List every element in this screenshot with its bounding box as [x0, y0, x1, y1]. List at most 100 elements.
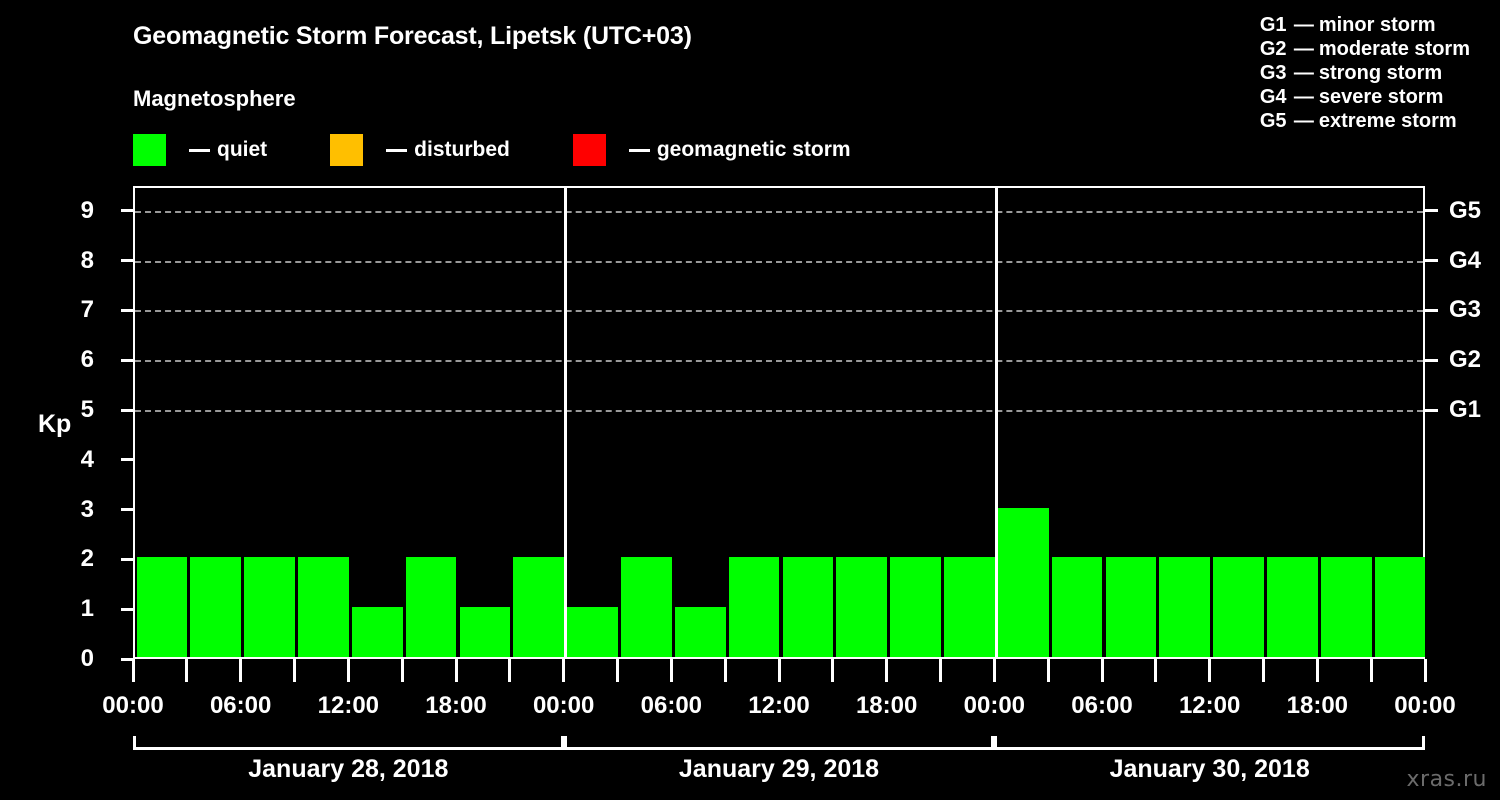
- y-tick-label-4: 4: [80, 445, 94, 473]
- bar[interactable]: [244, 557, 295, 657]
- day-date-label: January 29, 2018: [678, 755, 880, 783]
- legend-dash-icon: [386, 148, 408, 152]
- day-date-label: January 30, 2018: [1109, 755, 1310, 783]
- legend-label-geomagnetic-storm: geomagnetic storm: [656, 138, 851, 161]
- bar[interactable]: [351, 607, 403, 657]
- x-tick-mark: [723, 659, 727, 682]
- bar[interactable]: [459, 607, 511, 657]
- x-tick-mark: [346, 659, 350, 682]
- x-tick-mark: [1100, 659, 1104, 682]
- y-tick-mark-3: [121, 508, 133, 512]
- bar[interactable]: [190, 557, 242, 657]
- y-tick-label-5: 5: [80, 396, 94, 424]
- x-tick-mark: [1262, 659, 1265, 682]
- y-tick-label-0: 0: [80, 645, 94, 672]
- x-tick-mark: [400, 659, 404, 682]
- gridline-kp-8: [135, 260, 1423, 263]
- g-tick-mark-g3: [1425, 308, 1438, 312]
- bar[interactable]: [405, 557, 457, 657]
- bar[interactable]: [513, 557, 565, 657]
- bar[interactable]: [728, 557, 780, 657]
- gscale-description: minor storm: [1318, 14, 1436, 36]
- x-tick-mark: [831, 659, 835, 682]
- bar[interactable]: [1051, 557, 1103, 657]
- x-tick-label: 06:00: [640, 692, 703, 719]
- y-tick-mark-9: [121, 209, 133, 213]
- bar[interactable]: [1213, 557, 1264, 657]
- x-tick-mark: [293, 659, 296, 682]
- day-separator: [994, 186, 998, 657]
- gscale-code: G2: [1259, 38, 1287, 60]
- bar[interactable]: [1267, 557, 1318, 657]
- bar[interactable]: [567, 607, 618, 657]
- day-bracket: [994, 736, 1425, 750]
- gscale-line-g4: G4 — severe storm: [1260, 85, 1470, 109]
- x-tick-mark: [1369, 659, 1373, 682]
- y-tick-mark-5: [121, 408, 133, 412]
- gridline-kp-9: [135, 210, 1423, 213]
- bar[interactable]: [621, 557, 672, 657]
- x-tick-label: 12:00: [1178, 692, 1241, 719]
- legend-dash-icon: [189, 148, 210, 152]
- bar[interactable]: [674, 607, 726, 657]
- gscale-separator: —: [1293, 38, 1314, 60]
- day-bracket: [563, 736, 995, 750]
- g-tick-mark-g1: [1425, 408, 1438, 412]
- bar[interactable]: [836, 557, 888, 657]
- x-tick-label: 18:00: [855, 692, 918, 719]
- x-tick-label: 00:00: [963, 692, 1026, 719]
- bar[interactable]: [1105, 557, 1157, 657]
- bar[interactable]: [136, 557, 188, 657]
- bar[interactable]: [997, 507, 1049, 657]
- x-tick-label: 18:00: [1286, 692, 1349, 719]
- plot-area: [133, 186, 1426, 659]
- x-tick-mark: [777, 659, 781, 682]
- x-tick-mark: [1046, 659, 1050, 682]
- y-tick-mark-8: [121, 259, 133, 263]
- gscale-description: moderate storm: [1318, 38, 1470, 60]
- gscale-code: G1: [1259, 14, 1287, 36]
- x-tick-label: 18:00: [425, 692, 487, 719]
- gscale-separator: —: [1293, 62, 1314, 84]
- y-tick-label-3: 3: [80, 495, 94, 523]
- x-tick-mark: [508, 659, 512, 682]
- y-tick-mark-1: [121, 607, 133, 611]
- gscale-separator: —: [1293, 86, 1314, 108]
- page-title: Geomagnetic Storm Forecast, Lipetsk (UTC…: [133, 22, 692, 50]
- bar[interactable]: [298, 557, 349, 657]
- x-tick-mark: [239, 659, 243, 682]
- gscale-legend: G1— minor storm G2— moderate storm G3— strong…: [1260, 13, 1470, 133]
- day-bracket: [133, 736, 564, 750]
- y-tick-label-8: 8: [80, 246, 94, 274]
- bar[interactable]: [1320, 557, 1372, 657]
- x-tick-mark: [1208, 659, 1212, 682]
- g-tick-label-g5: G5: [1449, 196, 1482, 224]
- bar[interactable]: [890, 557, 941, 657]
- x-tick-mark: [454, 659, 458, 682]
- bar[interactable]: [1159, 557, 1211, 657]
- gscale-code: G4: [1259, 86, 1287, 108]
- x-tick-label: 00:00: [532, 692, 595, 719]
- gridline-kp-5: [135, 410, 1423, 413]
- magnetosphere-legend: quiet disturbed geomagnetic storm: [133, 133, 851, 167]
- g-tick-label-g1: G1: [1449, 396, 1482, 424]
- y-tick-label-2: 2: [80, 545, 94, 573]
- watermark: xras.ru: [1406, 767, 1487, 792]
- gscale-line-g2: G2 — moderate storm: [1260, 37, 1470, 61]
- bar[interactable]: [1374, 557, 1426, 657]
- g-tick-label-g3: G3: [1449, 296, 1482, 324]
- y-tick-mark-4: [121, 458, 133, 462]
- bar[interactable]: [944, 557, 995, 657]
- gridline-kp-7: [135, 310, 1423, 313]
- amber-square-swatch: [330, 134, 364, 166]
- gscale-code: G5: [1259, 110, 1287, 132]
- x-tick-label: 06:00: [209, 692, 272, 719]
- y-tick-label-9: 9: [80, 196, 94, 224]
- x-tick-mark: [185, 659, 189, 682]
- bar[interactable]: [782, 557, 834, 657]
- legend-item-geomagnetic-storm: geomagnetic storm: [572, 133, 851, 167]
- x-tick-mark: [669, 659, 673, 682]
- x-tick-mark: [562, 659, 566, 682]
- legend-dash-icon: [628, 148, 650, 152]
- x-tick-mark: [939, 659, 942, 682]
